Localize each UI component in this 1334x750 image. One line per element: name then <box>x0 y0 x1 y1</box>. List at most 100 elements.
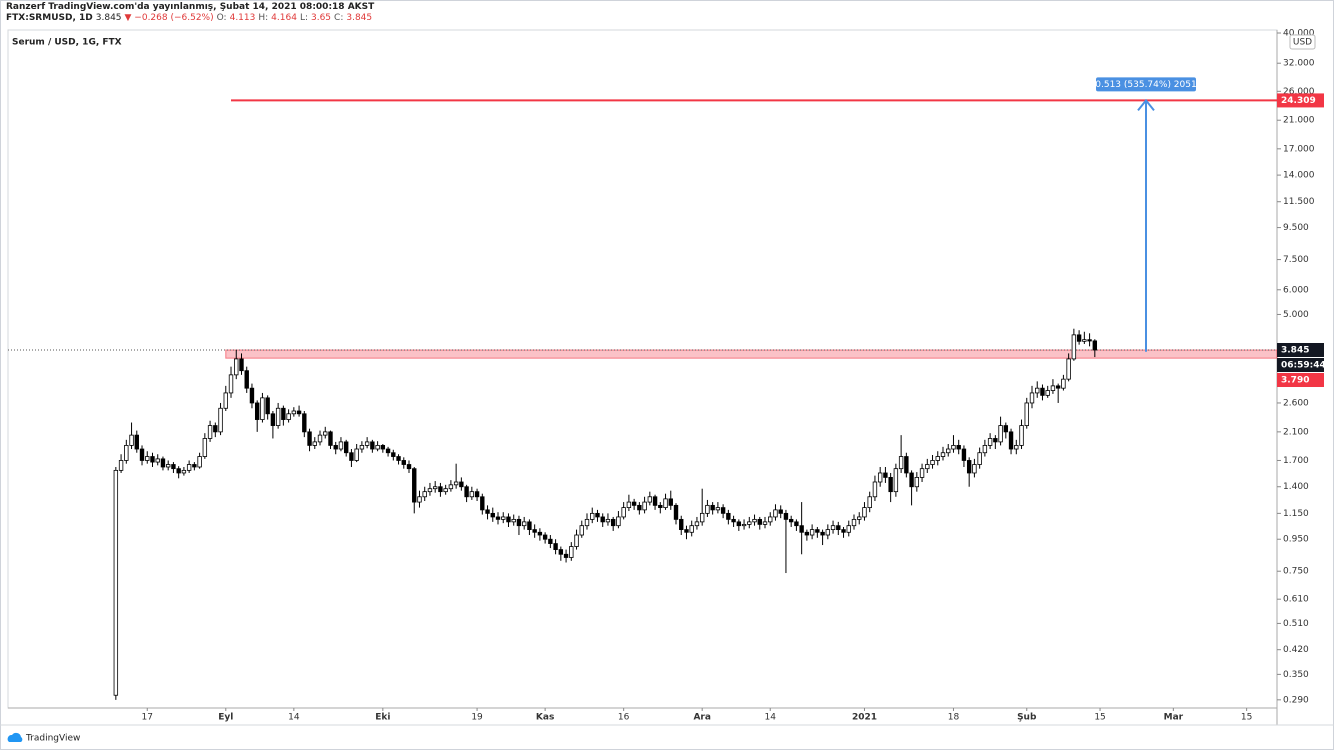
candle-body <box>747 521 752 525</box>
y-tick-label: 2.600 <box>1283 398 1309 408</box>
candle-body <box>124 445 129 461</box>
candle-body <box>977 452 982 465</box>
candle-body <box>1055 385 1061 389</box>
candle-body <box>972 464 977 474</box>
candle-body <box>998 425 1003 443</box>
candle-body <box>197 456 202 468</box>
countdown-tag: 06:59:44 <box>1281 361 1326 371</box>
candle-body <box>495 516 501 520</box>
candle-body <box>590 512 595 520</box>
candle-body <box>1008 431 1014 450</box>
y-tick-label: 1.150 <box>1283 509 1309 519</box>
candle-body <box>1082 339 1087 342</box>
x-tick-label: 17 <box>142 713 153 723</box>
candle-body <box>1061 378 1066 389</box>
candle-body <box>213 425 218 433</box>
y-tick-label: 5.000 <box>1283 310 1309 320</box>
candle-body <box>888 477 893 493</box>
candle-body <box>207 425 213 439</box>
countdown-tag-box <box>1277 358 1324 373</box>
candle-body <box>155 458 160 463</box>
candle-body <box>966 460 972 474</box>
candle-body <box>815 529 820 533</box>
candle-body <box>574 534 579 547</box>
y-tick-label: 7.500 <box>1283 255 1309 265</box>
candle-body <box>1050 385 1056 391</box>
last-price-tag-box <box>1277 343 1324 358</box>
candle-body <box>302 413 307 433</box>
candle-body <box>396 456 401 461</box>
candle-body <box>794 521 799 527</box>
candle-body <box>909 472 914 488</box>
candle-body <box>438 486 443 493</box>
candle-body <box>171 464 176 470</box>
candle-body <box>788 518 794 523</box>
y-tick-label: 2.100 <box>1283 427 1309 437</box>
currency-box <box>1289 34 1316 50</box>
ohlc-key: L: <box>299 13 308 23</box>
candle-body <box>558 549 564 555</box>
ohlc-line: FTX:SRMUSD, 1D 3.845 ▼ −0.268 (−6.52%) O: 4.… <box>6 13 377 24</box>
y-tick-label: 1.700 <box>1283 456 1309 466</box>
candle-body <box>705 504 710 514</box>
candle-body <box>406 464 412 470</box>
y-tick-label: 0.350 <box>1283 670 1309 680</box>
candle-body <box>1040 387 1045 396</box>
candle-body <box>459 481 464 488</box>
plot-area <box>7 29 1278 709</box>
candle-body <box>134 434 139 450</box>
candle-body <box>139 448 145 461</box>
candle-body <box>898 456 904 470</box>
candle-body <box>370 441 375 450</box>
candle-body <box>715 507 721 511</box>
candle-body <box>375 445 380 450</box>
candle-body <box>626 501 632 509</box>
candle-body <box>631 501 637 506</box>
candle-body <box>234 358 239 376</box>
candle-body <box>448 484 454 490</box>
candle-body <box>658 504 663 509</box>
candle-body <box>244 370 249 389</box>
logo-icon <box>7 732 23 742</box>
candle-body <box>417 496 422 503</box>
x-tick-label: 2021 <box>852 713 877 723</box>
candle-body <box>349 452 354 461</box>
publisher: Ranzerf TradingView.com'da yayınlanmış, … <box>6 2 375 12</box>
candle-body <box>260 397 265 420</box>
candle-body <box>385 448 391 454</box>
candle-body <box>584 518 590 527</box>
candle-body <box>1014 445 1019 450</box>
candle-body <box>946 448 951 454</box>
candle-body <box>254 402 260 420</box>
candle-body <box>956 445 961 450</box>
x-tick-label: 15 <box>1094 713 1105 723</box>
measure-label: 20.513 (535.74%) 20513 <box>1090 80 1203 90</box>
candle-body <box>380 445 386 450</box>
candle-body <box>1071 334 1077 360</box>
candle-body <box>652 496 658 506</box>
candle-body <box>1066 358 1071 380</box>
candle-body <box>600 516 605 523</box>
candle-body <box>165 464 171 468</box>
candle-body <box>935 456 940 461</box>
y-tick-label: 40.000 <box>1283 29 1315 39</box>
candle-body <box>427 488 433 493</box>
candle-body <box>270 413 276 426</box>
candle-body <box>621 507 626 518</box>
y-tick-label: 17.000 <box>1283 144 1315 154</box>
ohlc-key: C: <box>334 13 344 23</box>
candle-body <box>846 525 851 533</box>
candle-body <box>401 460 406 465</box>
chart-title: Serum / USD, 1G, FTX <box>12 38 122 48</box>
candle-body <box>1045 390 1050 396</box>
candle-body <box>799 525 804 533</box>
x-tick-label: Şub <box>1017 713 1037 723</box>
axis-layer: 40.000 32.000 26.000 21.000 17.000 14.000 11.5… <box>142 29 1326 723</box>
candle-body <box>830 525 836 531</box>
x-tick-label: 19 <box>471 713 483 723</box>
candle-body <box>752 518 757 523</box>
candle-body <box>453 481 459 486</box>
candle-body <box>893 468 899 493</box>
x-tick-label: 14 <box>288 713 300 723</box>
